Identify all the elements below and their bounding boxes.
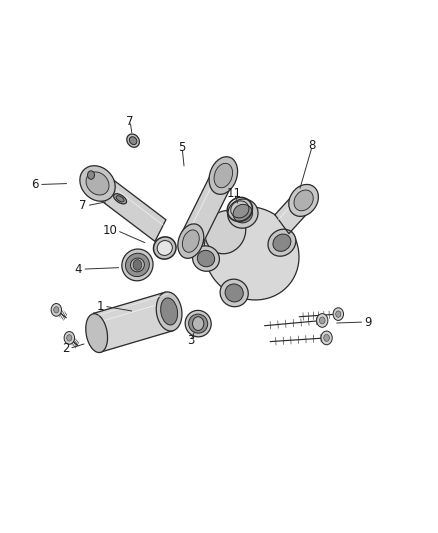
Ellipse shape [289,184,318,216]
Ellipse shape [209,157,237,195]
Ellipse shape [157,240,172,255]
Ellipse shape [273,234,291,252]
Circle shape [333,308,343,320]
Ellipse shape [122,249,153,281]
Ellipse shape [205,211,246,254]
Ellipse shape [131,258,145,272]
Circle shape [133,260,142,270]
Ellipse shape [182,230,199,252]
Text: 4: 4 [75,263,82,276]
Text: 2: 2 [62,342,69,355]
Text: 11: 11 [227,187,242,200]
Ellipse shape [156,292,182,331]
Ellipse shape [268,229,296,256]
Ellipse shape [204,207,299,300]
Text: 10: 10 [102,224,117,237]
Polygon shape [94,292,173,352]
Circle shape [324,334,329,341]
Text: 7: 7 [79,199,87,212]
Text: 9: 9 [364,316,372,328]
Text: 6: 6 [32,178,39,191]
Ellipse shape [225,284,243,302]
Ellipse shape [153,237,176,259]
Circle shape [317,313,328,327]
Circle shape [64,332,74,344]
Ellipse shape [126,253,149,277]
Polygon shape [94,174,166,241]
Text: 8: 8 [309,140,316,152]
Polygon shape [181,168,233,248]
Ellipse shape [178,224,204,259]
Circle shape [88,171,95,179]
Ellipse shape [198,251,215,267]
Ellipse shape [214,163,233,188]
Ellipse shape [161,298,177,325]
Ellipse shape [185,310,211,337]
Ellipse shape [233,204,253,223]
Ellipse shape [228,199,258,228]
Circle shape [319,317,325,324]
Circle shape [193,317,204,330]
Text: 7: 7 [126,115,134,127]
Ellipse shape [86,314,108,352]
Circle shape [321,331,332,345]
Ellipse shape [80,166,115,201]
Ellipse shape [294,190,313,211]
Circle shape [67,335,72,341]
Ellipse shape [129,137,137,144]
Ellipse shape [116,196,124,202]
Ellipse shape [86,172,109,195]
Ellipse shape [193,246,219,271]
Text: 3: 3 [187,334,194,347]
Polygon shape [275,191,311,233]
Ellipse shape [113,193,127,204]
Text: 1: 1 [96,300,104,313]
Circle shape [51,303,61,316]
Circle shape [54,306,59,313]
Text: 5: 5 [178,141,186,154]
Ellipse shape [127,134,139,147]
Ellipse shape [220,279,248,306]
Circle shape [336,311,341,317]
Ellipse shape [189,314,208,333]
